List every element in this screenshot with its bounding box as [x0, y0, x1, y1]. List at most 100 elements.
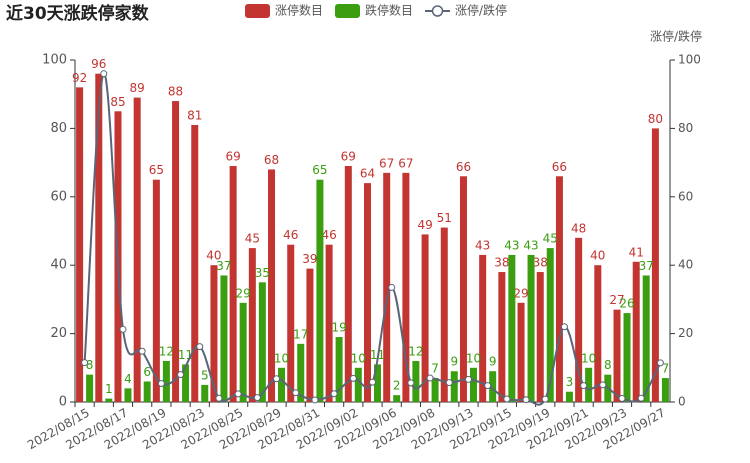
bar	[152, 179, 160, 402]
bar	[344, 166, 352, 402]
bar	[489, 371, 497, 402]
data-label: 9	[489, 355, 497, 369]
bar	[613, 309, 621, 402]
line-marker	[311, 396, 319, 404]
bar	[258, 282, 266, 402]
bar	[393, 395, 401, 402]
bar	[105, 398, 113, 402]
bar	[278, 367, 286, 402]
legend-label: 跌停数目	[365, 3, 413, 18]
data-label: 80	[648, 112, 663, 126]
bar	[374, 364, 381, 402]
bar	[412, 360, 420, 402]
data-label: 2	[393, 379, 401, 393]
line-marker	[522, 396, 530, 404]
data-label: 81	[187, 108, 202, 122]
data-label: 6	[143, 365, 151, 379]
bar	[201, 384, 209, 402]
y2-tick-label: 100	[678, 53, 701, 67]
line-marker	[445, 379, 453, 387]
line-marker	[369, 378, 376, 386]
line-marker	[330, 390, 338, 398]
data-label: 40	[590, 249, 605, 263]
bar	[661, 378, 669, 402]
bar	[172, 101, 180, 402]
bar	[527, 254, 535, 402]
bar	[623, 313, 631, 402]
data-label: 29	[236, 286, 251, 300]
bar	[459, 176, 467, 402]
line-marker	[503, 395, 511, 403]
bar	[354, 367, 362, 402]
line-marker	[119, 325, 127, 333]
data-label: 45	[245, 232, 260, 246]
data-label: 8	[86, 358, 94, 372]
bar	[536, 272, 544, 402]
line-marker	[349, 374, 357, 382]
bar	[364, 183, 371, 402]
data-label: 89	[130, 81, 145, 95]
bar	[508, 254, 516, 402]
data-label: 38	[533, 256, 548, 270]
data-label: 96	[91, 57, 106, 71]
data-label: 37	[216, 259, 231, 273]
y-tick-label: 100	[42, 53, 67, 68]
y-tick-label: 0	[59, 395, 67, 410]
line-marker	[541, 395, 549, 403]
legend-label: 涨停/跌停	[455, 3, 507, 18]
legend-label: 涨停数目	[275, 3, 323, 18]
line-marker	[464, 375, 472, 383]
data-label: 85	[110, 95, 125, 109]
data-label: 5	[201, 368, 209, 382]
bar	[182, 364, 190, 402]
bar	[95, 73, 103, 403]
data-label: 29	[513, 286, 528, 300]
y-tick-label: 60	[50, 189, 67, 204]
line-marker	[100, 70, 108, 78]
data-label: 66	[456, 160, 471, 174]
line-marker	[177, 371, 185, 379]
data-label: 12	[159, 344, 174, 358]
data-label: 49	[417, 218, 432, 232]
line	[83, 72, 662, 406]
data-label: 65	[149, 163, 164, 177]
data-label: 69	[226, 150, 241, 164]
data-label: 10	[274, 351, 289, 365]
line-marker	[273, 375, 281, 383]
data-label: 9	[450, 355, 458, 369]
bar	[651, 128, 659, 402]
data-label: 41	[629, 245, 644, 259]
bar	[124, 388, 132, 402]
data-label: 66	[552, 160, 567, 174]
bar	[383, 172, 391, 402]
bar	[297, 343, 305, 402]
line-marker	[81, 359, 89, 367]
line-marker	[426, 374, 434, 382]
bar	[440, 227, 448, 402]
data-label: 46	[283, 228, 298, 242]
bar	[133, 97, 141, 403]
data-label: 3	[566, 375, 574, 389]
y-tick-label: 20	[50, 326, 67, 341]
data-label: 37	[639, 259, 654, 273]
bar	[76, 87, 84, 403]
data-label: 10	[351, 351, 366, 365]
data-label: 46	[321, 228, 336, 242]
bar	[565, 391, 573, 402]
bar	[220, 275, 228, 402]
data-label: 26	[619, 297, 634, 311]
y2-axis-label: 涨停/跌停	[650, 29, 702, 44]
y2-tick-label: 40	[678, 258, 693, 272]
bar	[239, 302, 247, 402]
line-marker	[388, 283, 396, 291]
data-label: 40	[206, 249, 221, 263]
bar	[431, 378, 439, 402]
bar	[325, 244, 333, 402]
line-marker	[560, 323, 568, 331]
data-label: 48	[571, 221, 586, 235]
line-marker	[618, 394, 626, 402]
y2-tick-label: 20	[678, 326, 693, 340]
bar	[316, 179, 324, 402]
